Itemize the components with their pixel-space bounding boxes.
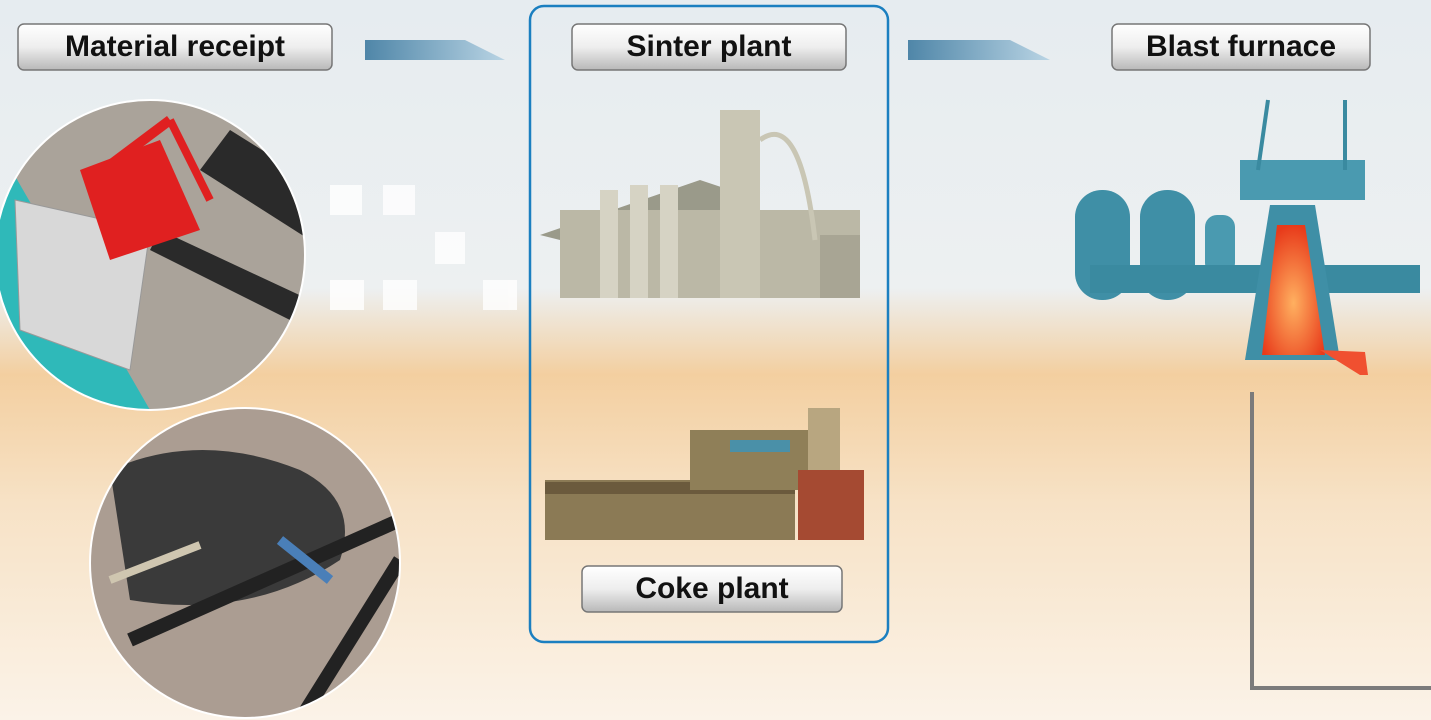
- process-diagram: Material receipt Sinter plant Blast furn…: [0, 0, 1431, 720]
- step-label: Blast furnace: [1146, 30, 1336, 63]
- step-label: Material receipt: [65, 30, 285, 63]
- label-box: Coke plant: [582, 566, 842, 612]
- step-label: Coke plant: [635, 572, 788, 605]
- step-label: Sinter plant: [626, 30, 791, 63]
- label-box: Blast furnace: [1112, 24, 1370, 70]
- label-box: Sinter plant: [572, 24, 846, 70]
- label-box: Material receipt: [18, 24, 332, 70]
- page: Material receipt Sinter plant Blast furn…: [0, 0, 1431, 720]
